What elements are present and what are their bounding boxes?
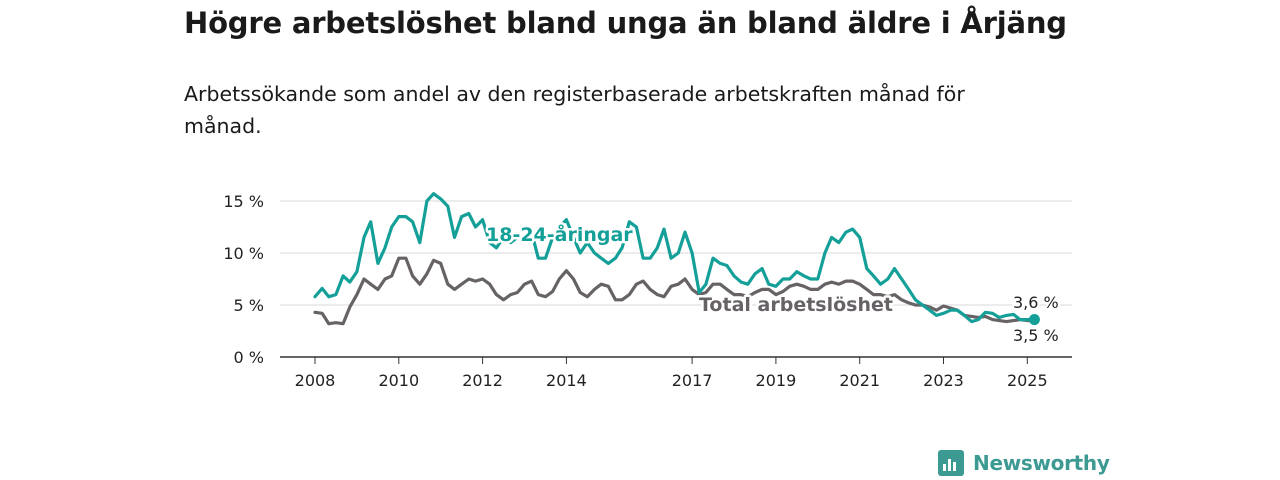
brand-name: Newsworthy	[973, 451, 1110, 475]
series-label-young: 18-24-åringar	[486, 222, 633, 246]
x-tick-label: 2017	[672, 371, 713, 390]
x-tick-label: 2025	[1007, 371, 1048, 390]
x-tick-label: 2012	[462, 371, 503, 390]
y-tick-label: 0 %	[234, 348, 264, 367]
x-tick-label: 2014	[546, 371, 587, 390]
y-tick-label: 10 %	[223, 244, 264, 263]
series-label-total: Total arbetslöshet	[699, 294, 893, 316]
end-label-young: 3,6 %	[1013, 293, 1059, 312]
x-tick-label: 2008	[295, 371, 336, 390]
x-axis: 2008 2010 2012 2014 2017 2019 2021 2023 2025	[280, 356, 1072, 390]
newsworthy-brand[interactable]: Newsworthy	[938, 448, 1110, 478]
end-label-total: 3,5 %	[1013, 326, 1059, 345]
x-tick-label: 2019	[756, 371, 797, 390]
x-tick-label: 2010	[378, 371, 419, 390]
y-tick-label: 5 %	[234, 296, 264, 315]
series-line-young	[313, 192, 1037, 324]
chart-subtitle: Arbetssökande som andel av den registerb…	[184, 82, 965, 138]
series-labels: 18-24-åringar Total arbetslöshet 3,6 % 3,5 …	[484, 220, 1061, 348]
y-tick-label: 15 %	[223, 192, 264, 211]
series-end-marker	[1028, 314, 1040, 326]
newsworthy-logo-icon	[938, 450, 964, 476]
x-tick-label: 2023	[923, 371, 964, 390]
y-axis-ticks: 0 % 5 % 10 % 15 %	[223, 192, 264, 367]
chart-title: Högre arbetslöshet bland unga än bland ä…	[184, 6, 1067, 40]
series-lines	[313, 192, 1040, 326]
x-tick-label: 2021	[839, 371, 880, 390]
series-line-total	[313, 256, 1037, 326]
